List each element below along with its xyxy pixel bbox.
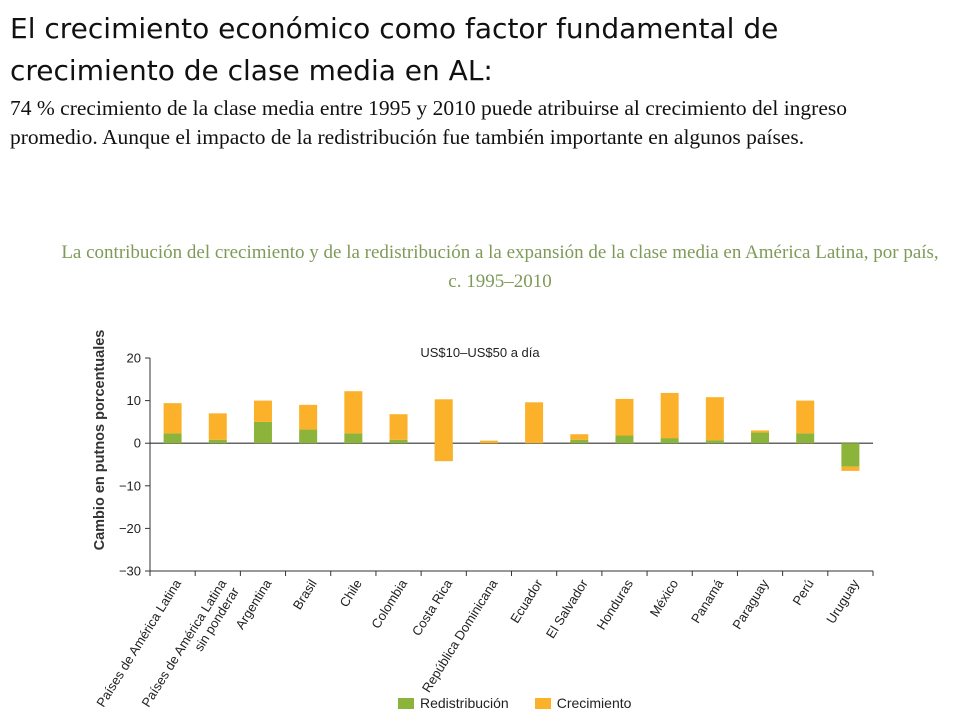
- legend-swatch-crecimiento: [534, 697, 551, 709]
- bar-crecimiento: [660, 392, 679, 439]
- x-tick-label-line: Paraguay: [729, 576, 771, 632]
- x-tick-label: Perú: [789, 577, 816, 608]
- bar-redistribucion: [615, 435, 634, 444]
- x-tick-label-line: El Salvador: [543, 576, 591, 641]
- y-tick-label: −20: [119, 521, 141, 536]
- legend-item-crecimiento: Crecimiento: [534, 695, 632, 711]
- x-tick-label-line: México: [647, 577, 682, 620]
- legend-item-redistribucion: Redistribución: [398, 695, 509, 711]
- legend-label-redistribucion: Redistribución: [420, 695, 509, 711]
- bar-redistribucion: [253, 421, 272, 444]
- bar-crecimiento: [344, 391, 363, 434]
- x-tick-label-line: Panamá: [688, 576, 727, 626]
- bar-crecimiento: [841, 466, 860, 471]
- bar-redistribucion: [389, 439, 408, 444]
- bar-crecimiento: [525, 402, 544, 444]
- bar-redistribucion: [796, 433, 815, 444]
- x-tick-label-line: Perú: [789, 577, 816, 608]
- y-axis-label: Cambio en putnos porcentuales: [92, 329, 108, 551]
- bar-crecimiento: [389, 414, 408, 440]
- bar-crecimiento: [434, 399, 453, 462]
- slide-heading: El crecimiento económico como factor fun…: [10, 12, 779, 87]
- x-tick-label: Ecuador: [507, 576, 546, 626]
- legend-swatch-redistribucion: [398, 697, 414, 709]
- x-tick-label: Costa Rica: [409, 576, 456, 639]
- y-tick-label: 10: [127, 393, 141, 408]
- x-tick-label: Honduras: [593, 576, 636, 632]
- x-tick-label-line: Brasil: [290, 577, 320, 613]
- x-tick-label-line: Uruguay: [823, 576, 862, 626]
- x-tick-label: Países de América Latinasin ponderar: [138, 576, 242, 718]
- bar-crecimiento: [208, 413, 227, 440]
- x-tick-label: México: [647, 577, 682, 620]
- x-tick-label: Panamá: [688, 576, 727, 626]
- bar-redistribucion: [570, 439, 589, 444]
- bar-crecimiento: [615, 398, 634, 436]
- x-tick-label: Argentina: [232, 576, 275, 632]
- bar-crecimiento: [751, 430, 770, 433]
- x-tick-label-line: Argentina: [232, 576, 275, 632]
- bar-crecimiento: [705, 397, 724, 441]
- bar-redistribucion: [705, 440, 724, 444]
- bar-redistribucion: [344, 433, 363, 444]
- x-tick-label: El Salvador: [543, 576, 591, 641]
- x-tick-label: Paraguay: [729, 576, 771, 632]
- bar-redistribucion: [163, 433, 182, 444]
- bar-crecimiento: [796, 400, 815, 434]
- x-tick-label: Uruguay: [823, 576, 862, 626]
- bar-crecimiento: [299, 404, 318, 430]
- x-tick-label-line: Ecuador: [507, 576, 546, 626]
- x-tick-label: Brasil: [290, 577, 320, 613]
- x-tick-label-line: Honduras: [593, 576, 636, 632]
- x-tick-label-line: Países de América Latina: [138, 576, 229, 710]
- legend-label-crecimiento: Crecimiento: [556, 695, 632, 711]
- chart-annotation: US$10–US$50 a día: [420, 345, 540, 360]
- bar-redistribucion: [208, 439, 227, 444]
- y-tick-label: 20: [127, 351, 141, 366]
- y-tick-label: −30: [119, 564, 141, 579]
- x-tick-label: Países de América Latina: [93, 576, 184, 710]
- bar-crecimiento: [570, 434, 589, 440]
- slide-subheading: 74 % crecimiento de la clase media entre…: [10, 96, 847, 149]
- bar-redistribucion: [841, 443, 860, 467]
- y-tick-label: 0: [134, 436, 141, 451]
- x-tick-label-line: Costa Rica: [409, 576, 456, 639]
- bar-crecimiento: [253, 400, 272, 422]
- x-tick-label-line: Colombia: [368, 576, 410, 631]
- x-tick-label: Chile: [336, 577, 364, 610]
- x-tick-label: Colombia: [368, 576, 410, 631]
- x-tick-label-line: Chile: [336, 577, 364, 610]
- y-tick-label: −10: [119, 478, 141, 493]
- bar-redistribucion: [751, 432, 770, 444]
- bar-crecimiento: [163, 403, 182, 434]
- bar-crecimiento: [479, 440, 498, 444]
- x-tick-label-line: Países de América Latina: [93, 576, 184, 710]
- bar-redistribucion: [660, 438, 679, 444]
- chart-title: La contribución del crecimiento y de la …: [61, 242, 939, 292]
- bar-redistribucion: [299, 429, 318, 444]
- legend: Redistribución Crecimiento: [398, 695, 657, 711]
